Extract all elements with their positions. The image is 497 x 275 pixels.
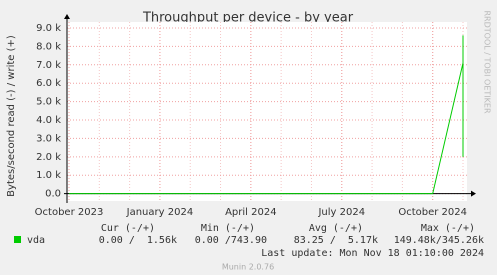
y-tick-label: 7.0 k [36, 60, 61, 71]
footer: Munin 2.0.76 [222, 263, 274, 272]
side-label: RRDTOOL / TOBI OETIKER [483, 10, 492, 113]
y-tick-label: 6.0 k [36, 78, 61, 89]
legend-value: 0.00 /743.90 [195, 235, 267, 246]
y-tick-label: 1.0 k [36, 170, 61, 181]
x-tick-label: April 2024 [225, 207, 276, 218]
y-tick-label: 3.0 k [36, 133, 61, 144]
legend-column-header: Min (-/+) [201, 223, 255, 234]
data-line [69, 35, 464, 195]
y-tick-label: 4.0 k [36, 115, 61, 126]
legend-value: 83.25 / 5.17k [294, 235, 378, 246]
legend-column-header: Cur (-/+) [101, 223, 155, 234]
x-tick-label: July 2024 [317, 207, 365, 218]
x-axis-arrow [471, 190, 476, 197]
y-tick-label: 2.0 k [36, 152, 61, 163]
y-tick-label: 9.0 k [36, 23, 61, 34]
y-axis-arrow [64, 14, 70, 19]
chart-title: Throughput per device - by year [142, 11, 354, 26]
y-tick-label: 5.0 k [36, 97, 61, 108]
legend-column-header: Avg (-/+) [309, 223, 363, 234]
last-update: Last update: Mon Nov 18 01:10:00 2024 [261, 248, 484, 259]
plot-area [67, 22, 467, 201]
x-tick-label: October 2023 [35, 207, 104, 218]
x-tick-label: January 2024 [126, 207, 194, 218]
x-tick-label: October 2024 [398, 207, 467, 218]
legend-value: 149.48k/345.26k [394, 235, 484, 246]
y-tick-label: 0.0 [45, 189, 61, 200]
y-axis-label: Bytes/second read (-) / write (+) [6, 35, 17, 197]
legend-value: 0.00 / 1.56k [99, 235, 177, 246]
legend-column-header: Max (-/+) [421, 223, 475, 234]
legend-swatch [14, 236, 21, 243]
legend-label: vda [27, 235, 45, 246]
y-tick-label: 8.0 k [36, 41, 61, 52]
